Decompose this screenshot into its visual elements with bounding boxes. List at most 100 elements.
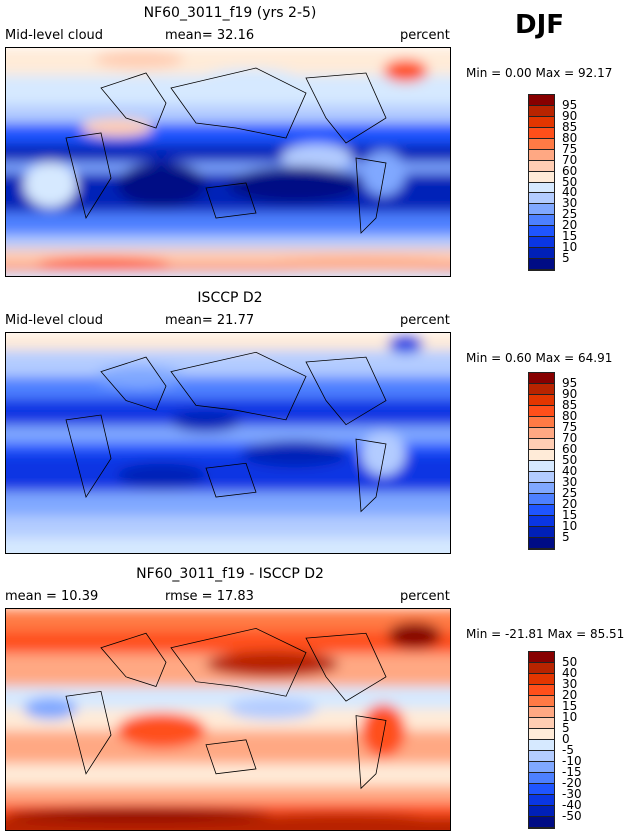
units-label: percent bbox=[400, 28, 450, 43]
colorbar-tick-label: 25 bbox=[562, 486, 578, 500]
contour-region bbox=[281, 143, 353, 172]
colorbar-tick-label: 30 bbox=[562, 677, 578, 691]
contour-region bbox=[361, 432, 406, 476]
colorbar-tick-label: 95 bbox=[562, 97, 578, 112]
colorbar-swatch bbox=[529, 259, 554, 270]
contour-region bbox=[116, 712, 206, 749]
contour-region bbox=[23, 697, 78, 720]
colorbar-swatch bbox=[529, 707, 554, 718]
colorbar-swatch bbox=[529, 472, 554, 483]
colorbar-tick-label: 5 bbox=[562, 251, 570, 266]
colorbar-tick-label: 15 bbox=[562, 699, 578, 713]
colorbar-tick-label: 30 bbox=[562, 475, 578, 489]
colorbar-tick-label: -10 bbox=[562, 754, 582, 768]
colorbar-tick-label: 40 bbox=[562, 185, 578, 200]
colorbar-swatch bbox=[529, 652, 554, 663]
colorbar-tick-label: -40 bbox=[562, 798, 582, 812]
colorbar-tick-label: 90 bbox=[562, 108, 578, 123]
contour-band bbox=[6, 537, 450, 553]
min-max-label: Min = -21.81 Max = 85.51 bbox=[466, 627, 625, 641]
colorbar-swatch bbox=[529, 494, 554, 505]
colorbar-tick-label: 15 bbox=[562, 508, 578, 522]
colorbar-tick-label: 15 bbox=[562, 229, 578, 244]
colorbar-tick-label: 40 bbox=[562, 666, 578, 680]
colorbar-tick-label: 60 bbox=[562, 163, 578, 178]
colorbar-swatch bbox=[529, 149, 554, 161]
colorbar-swatch bbox=[529, 417, 554, 428]
colorbar-swatch bbox=[529, 204, 554, 216]
contour-map bbox=[5, 608, 451, 831]
colorbar-tick-label: 20 bbox=[562, 688, 578, 702]
colorbar-tick-label: 40 bbox=[562, 464, 578, 478]
contour-band bbox=[6, 333, 450, 353]
contour-map bbox=[5, 332, 451, 554]
colorbar-tick-label: 50 bbox=[562, 174, 578, 189]
colorbar-swatch bbox=[529, 428, 554, 439]
contour-region bbox=[6, 807, 273, 822]
colorbar-tick-label: -5 bbox=[562, 743, 574, 757]
contour-region bbox=[94, 50, 184, 69]
colorbar-tick-label: 90 bbox=[562, 387, 578, 401]
contour-region bbox=[116, 162, 206, 208]
colorbar-swatch bbox=[529, 373, 554, 384]
contour-region bbox=[205, 650, 339, 678]
colorbar-tick-label: 50 bbox=[562, 655, 578, 669]
contour-band bbox=[6, 271, 450, 276]
colorbar-swatch bbox=[529, 538, 554, 549]
colorbar-swatch bbox=[529, 762, 554, 773]
contour-region bbox=[361, 150, 406, 197]
contour-band bbox=[6, 609, 450, 634]
colorbar-swatch bbox=[529, 751, 554, 762]
colorbar bbox=[528, 372, 555, 550]
colorbar-tick-label: 20 bbox=[562, 497, 578, 511]
colorbar-swatch bbox=[529, 160, 554, 172]
mean-label: rmse = 17.83 bbox=[165, 589, 254, 604]
colorbar-swatch bbox=[529, 461, 554, 472]
contour-region bbox=[116, 462, 206, 490]
colorbar-swatch bbox=[529, 729, 554, 740]
colorbar-swatch bbox=[529, 384, 554, 395]
contour-band bbox=[6, 515, 450, 540]
contour-region bbox=[383, 59, 428, 83]
coastline bbox=[65, 627, 387, 790]
contour-region bbox=[241, 440, 348, 468]
colorbar-swatch bbox=[529, 685, 554, 696]
colorbar-swatch bbox=[529, 505, 554, 516]
colorbar-tick-label: -20 bbox=[562, 776, 582, 790]
colorbar-tick-label: 70 bbox=[562, 431, 578, 445]
contour-region bbox=[250, 812, 428, 826]
colorbar-swatch bbox=[529, 406, 554, 417]
contour-band bbox=[6, 105, 450, 126]
colorbar-swatch bbox=[529, 516, 554, 527]
panel-title: NF60_3011_f19 (yrs 2-5) bbox=[143, 5, 317, 21]
colorbar-tick-label: 10 bbox=[562, 240, 578, 255]
contour-band bbox=[6, 234, 450, 251]
mean-label: mean= 21.77 bbox=[165, 313, 255, 328]
min-max-label: Min = 0.00 Max = 92.17 bbox=[466, 66, 613, 80]
season-label: DJF bbox=[515, 10, 565, 40]
panel-title: NF60_3011_f19 - ISCCP D2 bbox=[136, 566, 324, 582]
contour-region bbox=[94, 366, 184, 388]
colorbar-tick-label: 85 bbox=[562, 119, 578, 134]
colorbar-tick-label: 10 bbox=[562, 519, 578, 533]
contour-region bbox=[361, 704, 406, 758]
colorbar-tick-label: 0 bbox=[562, 732, 570, 746]
field-label: mean = 10.39 bbox=[5, 589, 99, 604]
colorbar-swatch bbox=[529, 527, 554, 538]
coastline bbox=[65, 351, 387, 513]
colorbar-tick-label: 20 bbox=[562, 218, 578, 233]
colorbar-tick-label: -15 bbox=[562, 765, 582, 779]
units-label: percent bbox=[400, 313, 450, 328]
colorbar bbox=[528, 94, 555, 271]
colorbar-swatch bbox=[529, 674, 554, 685]
colorbar-tick-label: 75 bbox=[562, 141, 578, 156]
colorbar-tick-label: 50 bbox=[562, 453, 578, 467]
contour-region bbox=[387, 335, 424, 353]
colorbar-swatch bbox=[529, 784, 554, 795]
units-label: percent bbox=[400, 589, 450, 604]
colorbar-tick-label: 60 bbox=[562, 442, 578, 456]
colorbar-swatch bbox=[529, 193, 554, 205]
contour-band bbox=[6, 425, 450, 445]
min-max-label: Min = 0.60 Max = 64.91 bbox=[466, 351, 613, 365]
contour-band bbox=[6, 350, 450, 379]
